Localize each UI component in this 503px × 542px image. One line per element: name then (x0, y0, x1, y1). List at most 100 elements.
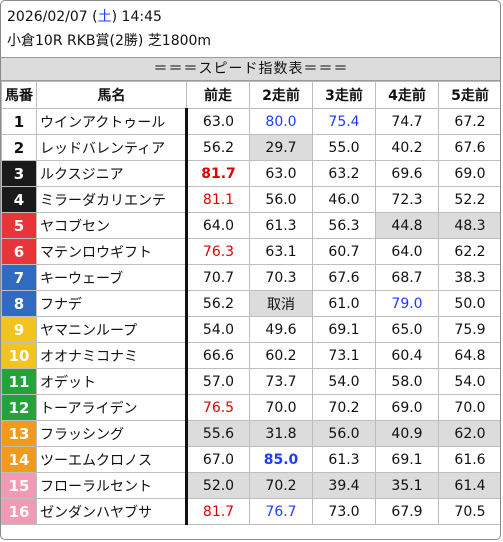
table-row: 5 ヤコブセン 64.0 61.3 56.3 44.8 48.3 (1, 212, 500, 239)
speed-index-cell: 40.9 (375, 420, 439, 447)
speed-index-cell: 67.6 (312, 264, 376, 291)
speed-index-cell: 70.3 (249, 264, 313, 291)
table-row: 15 フローラルセント 52.0 70.2 39.4 35.1 61.4 (1, 472, 500, 499)
speed-index-cell: 60.4 (375, 342, 439, 369)
speed-index-cell: 50.0 (438, 290, 500, 317)
speed-index-cell: 46.0 (312, 186, 376, 213)
table-title: ＝＝＝スピード指数表＝＝＝ (1, 57, 500, 81)
horse-number: 5 (1, 212, 37, 239)
speed-index-cell: 79.0 (375, 290, 439, 317)
horse-number: 9 (1, 316, 37, 343)
speed-index-cell: 56.0 (249, 186, 313, 213)
speed-index-cell: 69.0 (375, 394, 439, 421)
horse-number: 7 (1, 264, 37, 291)
table-row: 12 トーアライデン 76.5 70.0 70.2 69.0 70.0 (1, 394, 500, 421)
speed-index-cell: 80.0 (249, 108, 313, 135)
speed-index-cell: 70.2 (249, 472, 313, 499)
speed-index-cell: 35.1 (375, 472, 439, 499)
horse-number: 3 (1, 160, 37, 187)
speed-index-cell: 69.1 (312, 316, 376, 343)
speed-index-cell: 61.4 (438, 472, 500, 499)
race-weekday: 土 (97, 9, 112, 25)
speed-index-cell: 57.0 (186, 368, 250, 395)
speed-index-cell: 40.2 (375, 134, 439, 161)
horse-number: 14 (1, 446, 37, 473)
speed-index-cell: 67.0 (186, 446, 250, 473)
speed-index-cell: 81.1 (186, 186, 250, 213)
speed-index-cell: 73.7 (249, 368, 313, 395)
horse-name: マテンロウギフト (36, 238, 188, 265)
race-date: 2026/02/07 (7, 9, 88, 25)
table-row: 6 マテンロウギフト 76.3 63.1 60.7 64.0 62.2 (1, 238, 500, 265)
speed-index-cell: 52.2 (438, 186, 500, 213)
speed-index-cell: 85.0 (249, 446, 313, 473)
speed-index-cell: 取消 (249, 290, 313, 317)
horse-name: ヤマニンループ (36, 316, 188, 343)
horse-name: フナデ (36, 290, 188, 317)
speed-index-cell: 56.0 (312, 420, 376, 447)
speed-index-cell: 60.7 (312, 238, 376, 265)
speed-index-table: 馬番 馬名 前走 2走前 3走前 4走前 5走前 1 ウインアクトゥール 63.0 8… (1, 81, 500, 525)
horse-name: ヤコブセン (36, 212, 188, 239)
speed-index-cell: 70.5 (438, 498, 500, 525)
horse-number: 11 (1, 368, 37, 395)
speed-index-cell: 81.7 (186, 160, 250, 187)
horse-name: オオナミコナミ (36, 342, 188, 369)
table-row: 9 ヤマニンループ 54.0 49.6 69.1 65.0 75.9 (1, 316, 500, 343)
horse-name: フローラルセント (36, 472, 188, 499)
speed-index-cell: 66.6 (186, 342, 250, 369)
table-row: 8 フナデ 56.2 取消 61.0 79.0 50.0 (1, 290, 500, 317)
speed-index-cell: 56.2 (186, 290, 250, 317)
table-row: 2 レッドバレンティア 56.2 29.7 55.0 40.2 67.6 (1, 134, 500, 161)
speed-index-cell: 72.3 (375, 186, 439, 213)
speed-index-cell: 62.0 (438, 420, 500, 447)
table-row: 13 フラッシング 55.6 31.8 56.0 40.9 62.0 (1, 420, 500, 447)
speed-index-cell: 60.2 (249, 342, 313, 369)
speed-index-cell: 69.0 (438, 160, 500, 187)
horse-name: ルクスジニア (36, 160, 188, 187)
speed-index-cell: 64.0 (186, 212, 250, 239)
speed-index-cell: 63.0 (186, 108, 250, 135)
table-row: 4 ミラーダカリエンテ 81.1 56.0 46.0 72.3 52.2 (1, 186, 500, 213)
speed-index-cell: 63.2 (312, 160, 376, 187)
speed-index-cell: 69.6 (375, 160, 439, 187)
horse-number: 8 (1, 290, 37, 317)
horse-name: ウインアクトゥール (36, 108, 188, 135)
speed-index-cell: 29.7 (249, 134, 313, 161)
horse-number: 4 (1, 186, 37, 213)
horse-number: 6 (1, 238, 37, 265)
horse-number: 10 (1, 342, 37, 369)
speed-index-cell: 70.2 (312, 394, 376, 421)
speed-index-cell: 44.8 (375, 212, 439, 239)
speed-index-cell: 61.0 (312, 290, 376, 317)
table-row: 10 オオナミコナミ 66.6 60.2 73.1 60.4 64.8 (1, 342, 500, 369)
table-row: 7 キーウェーブ 70.7 70.3 67.6 68.7 38.3 (1, 264, 500, 291)
table-row: 16 ゼンダンハヤブサ 81.7 76.7 73.0 67.9 70.5 (1, 498, 500, 525)
speed-index-cell: 63.0 (249, 160, 313, 187)
horse-name: フラッシング (36, 420, 188, 447)
horse-number: 16 (1, 498, 37, 525)
horse-name: トーアライデン (36, 394, 188, 421)
speed-index-cell: 54.0 (438, 368, 500, 395)
speed-index-cell: 75.4 (312, 108, 376, 135)
speed-index-cell: 70.0 (249, 394, 313, 421)
speed-index-cell: 65.0 (375, 316, 439, 343)
speed-index-cell: 67.9 (375, 498, 439, 525)
speed-index-cell: 63.1 (249, 238, 313, 265)
speed-index-cell: 73.0 (312, 498, 376, 525)
horse-number: 13 (1, 420, 37, 447)
table-header-row: 馬番 馬名 前走 2走前 3走前 4走前 5走前 (1, 81, 500, 109)
speed-index-cell: 48.3 (438, 212, 500, 239)
speed-index-cell: 64.0 (375, 238, 439, 265)
speed-index-cell: 61.6 (438, 446, 500, 473)
speed-index-cell: 54.0 (186, 316, 250, 343)
speed-index-cell: 56.2 (186, 134, 250, 161)
speed-index-cell: 49.6 (249, 316, 313, 343)
race-info: 小倉10R RKB賞(2勝) 芝1800m (7, 33, 212, 49)
speed-index-cell: 52.0 (186, 472, 250, 499)
speed-index-cell: 56.3 (312, 212, 376, 239)
speed-index-cell: 64.8 (438, 342, 500, 369)
horse-name: キーウェーブ (36, 264, 188, 291)
table-row: 14 ツーエムクロノス 67.0 85.0 61.3 69.1 61.6 (1, 446, 500, 473)
